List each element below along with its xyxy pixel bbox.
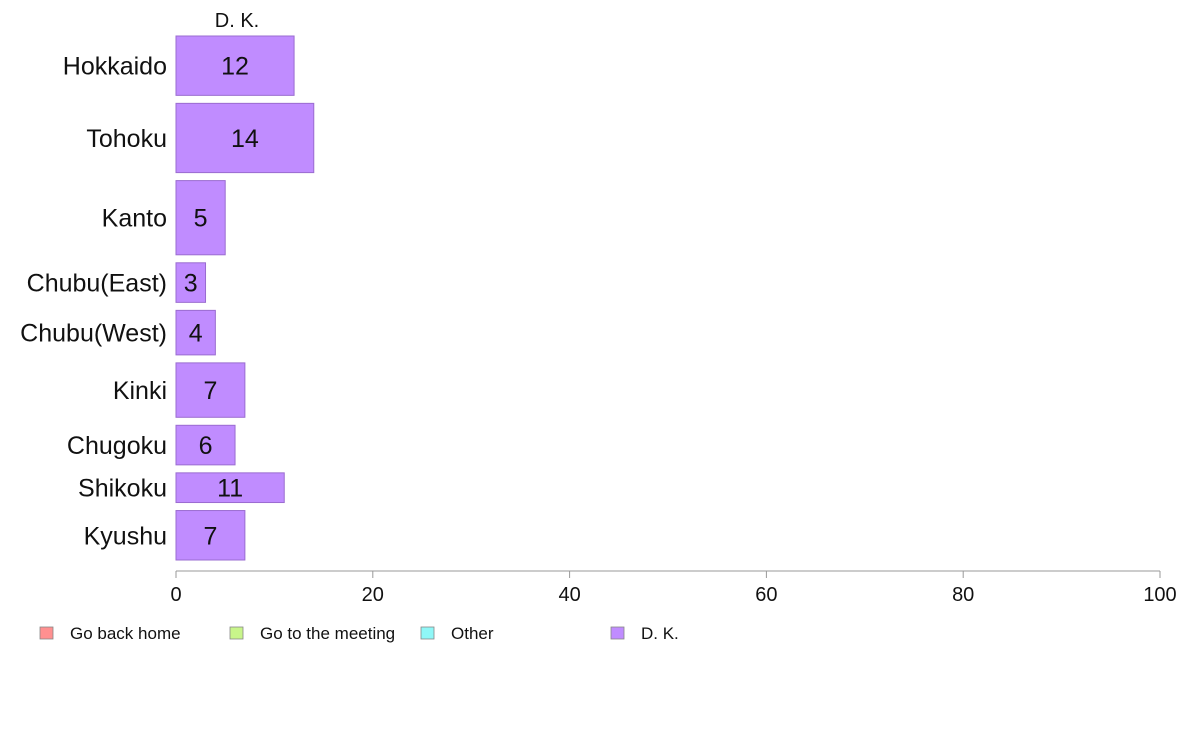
bar-hokkaido	[175, 35, 295, 96]
bar-tohoku	[175, 102, 315, 174]
bar-value-label: 14	[231, 125, 259, 153]
x-tick-label: 0	[170, 584, 181, 606]
x-axis-ticks-group: 0 20 40 60 80 100	[170, 571, 1177, 606]
x-tick-label: 80	[952, 584, 974, 606]
bar-kyushu	[175, 510, 246, 561]
bar-shikoku	[175, 472, 285, 504]
category-label: Chubu(West)	[20, 320, 167, 348]
series-title: D. K.	[215, 10, 259, 32]
legend-label: Go back home	[70, 624, 181, 643]
category-label: Chubu(East)	[27, 270, 167, 298]
category-labels-group: Hokkaido Tohoku Kanto Chubu(East) Chubu(West…	[20, 53, 167, 551]
bar-value-label: 7	[203, 522, 217, 550]
bar-chubu-west-	[175, 309, 216, 356]
category-label: Tohoku	[86, 125, 167, 153]
x-tick-label: 40	[558, 584, 580, 606]
category-label: Shikoku	[78, 475, 167, 503]
category-label: Kanto	[102, 205, 167, 233]
bar-value-label: 7	[203, 377, 217, 405]
category-label: Kyushu	[84, 522, 167, 550]
bar-value-label: 5	[194, 205, 208, 233]
bar-value-label: 11	[217, 475, 243, 503]
category-label: Chugoku	[67, 432, 167, 460]
category-label: Kinki	[113, 377, 167, 405]
legend-swatch	[39, 626, 54, 640]
bar-chubu-east-	[175, 262, 207, 303]
bar-value-label: 4	[189, 320, 203, 348]
legend-label: D. K.	[641, 624, 679, 643]
x-tick-label: 60	[755, 584, 777, 606]
bar-kanto	[175, 180, 226, 256]
x-tick-label: 20	[362, 584, 384, 606]
bar-value-label: 12	[221, 53, 249, 81]
legend-label: Go to the meeting	[260, 624, 395, 643]
legend-label: Other	[451, 624, 494, 643]
bar-chugoku	[175, 424, 236, 466]
bar-value-label: 6	[199, 432, 213, 460]
legend: Go back home Go to the meeting Other D. K.	[39, 624, 679, 643]
bar-kinki	[175, 362, 246, 418]
legend-swatch	[610, 626, 625, 640]
x-tick-label: 100	[1143, 584, 1176, 606]
legend-swatch	[420, 626, 435, 640]
legend-swatch	[229, 626, 244, 640]
bar-value-label: 3	[184, 270, 198, 298]
category-label: Hokkaido	[63, 53, 167, 81]
